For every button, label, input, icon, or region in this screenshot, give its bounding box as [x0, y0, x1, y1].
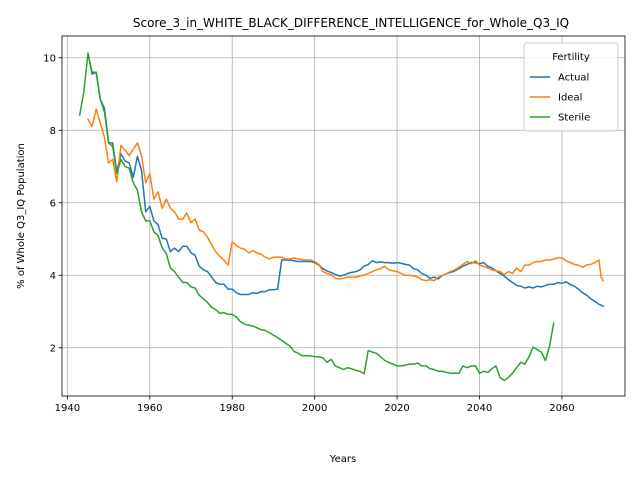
chart-title: Score_3_in_WHITE_BLACK_DIFFERENCE_INTELL… — [133, 16, 569, 30]
legend-label-actual: Actual — [558, 73, 589, 84]
y-axis-ticks: 2 4 6 8 10 — [43, 53, 62, 354]
series-line-ideal — [86, 108, 605, 282]
series-lines — [78, 52, 605, 382]
x-axis-label: Years — [329, 454, 356, 465]
legend-label-sterile: Sterile — [558, 113, 590, 124]
x-axis-ticks: 1940 1960 1980 2000 2020 2040 2060 — [55, 396, 575, 414]
x-tick-label: 1940 — [55, 403, 80, 414]
y-tick-label: 4 — [50, 271, 56, 282]
y-tick-label: 10 — [43, 53, 56, 64]
y-tick-label: 2 — [50, 343, 56, 354]
x-tick-label: 2000 — [302, 403, 327, 414]
plot-frame — [61, 35, 626, 397]
y-axis-label: % of Whole Q3_IQ Population — [16, 143, 27, 289]
x-tick-label: 1960 — [137, 403, 162, 414]
x-tick-label: 1980 — [219, 403, 244, 414]
x-tick-label: 2020 — [384, 403, 409, 414]
legend-label-ideal: Ideal — [558, 93, 582, 104]
y-tick-label: 6 — [50, 198, 56, 209]
x-tick-label: 2060 — [549, 403, 574, 414]
series-line-sterile — [78, 52, 555, 382]
series-line-actual — [87, 52, 605, 308]
legend-box — [523, 42, 619, 132]
grid-lines — [62, 36, 625, 396]
legend-title: Fertility — [552, 52, 590, 63]
y-tick-label: 8 — [50, 126, 56, 137]
x-tick-label: 2040 — [467, 403, 492, 414]
legend: Fertility Actual Ideal Sterile — [523, 42, 619, 132]
